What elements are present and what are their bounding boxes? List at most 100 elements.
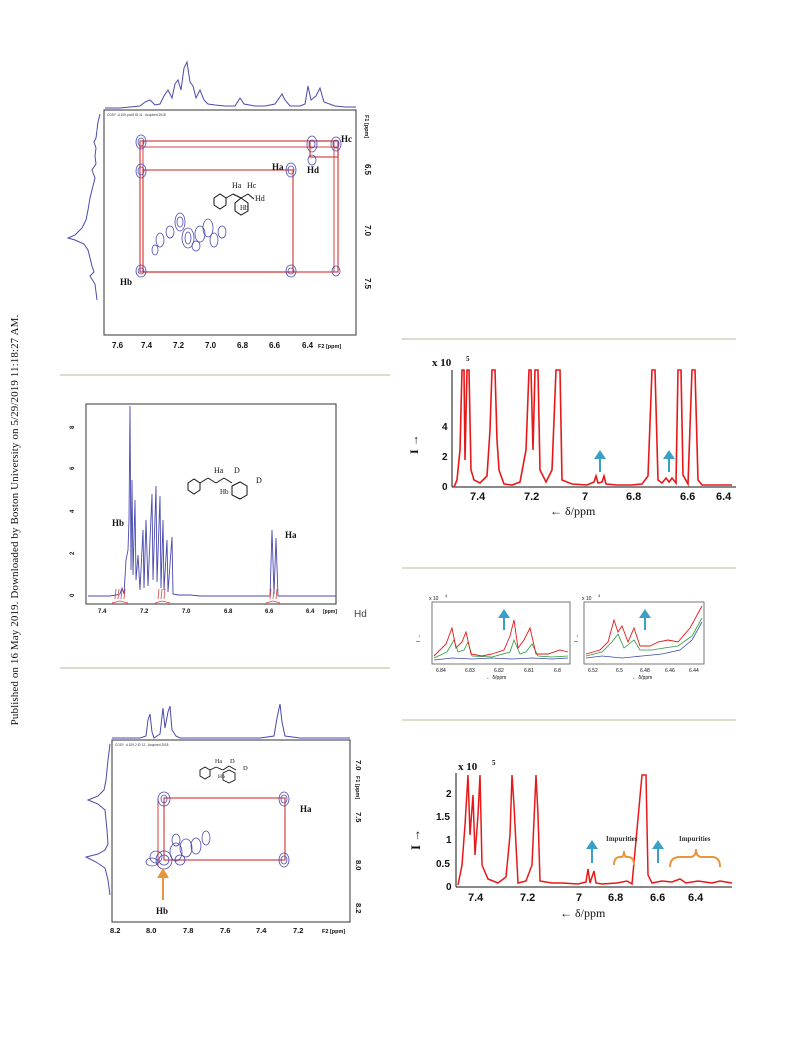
cosy1-mol-hb: Hb (240, 204, 249, 212)
cosy1-y-tick: 6.5 (363, 164, 372, 176)
cosy1-x-tick: 7.4 (141, 341, 153, 350)
cosy2-contours (145, 791, 290, 870)
cosy1-label-hb: Hb (120, 277, 132, 287)
separator-right-2 (402, 567, 736, 569)
spec3-y-tick: 1.5 (436, 812, 450, 823)
cosy1-frame (103, 109, 357, 336)
hnmr-y-tick: 4 (70, 509, 76, 513)
spec2-left-x-tick: 6.8 (554, 668, 561, 674)
cosy1-y-tick: 7.0 (363, 225, 372, 237)
cosy2-x-tick: 7.4 (256, 926, 267, 935)
cosy2-mol-d1: D (230, 758, 235, 765)
hnmr-mol-d2: D (256, 476, 262, 485)
cosy1-label-hc: Hc (341, 134, 352, 144)
cosy2-x-tick: 8.2 (110, 926, 120, 935)
cosy1-x-tick: 7.2 (173, 341, 185, 350)
spec2-right-x-axis: 6.52 6.5 6.48 6.46 6.44 (588, 668, 699, 674)
spec3-x-tick: 7.4 (468, 892, 484, 904)
spec2-right-frame (583, 601, 705, 665)
spec2-right-multiplier: x 10 (582, 596, 592, 602)
spec3-x-tick: 6.6 (650, 892, 665, 904)
spec3-y-tick: 1 (446, 835, 452, 846)
spec1-x-axis: 7.4 7.2 7 6.8 6.6 6.4 (470, 491, 732, 503)
cosy2-header: COSY .d-109-2 ID 12 - Acquired 2018 (115, 743, 169, 747)
spec3-brace-2 (669, 848, 721, 868)
hnmr-integration (111, 588, 281, 604)
cosy2-y-tick: 7.0 (354, 760, 363, 770)
cosy1-molecule (213, 193, 255, 216)
cosy1-y-tick: 7.5 (363, 278, 372, 290)
cosy2-x-tick: 7.8 (183, 926, 193, 935)
spec2-right-y-label: I → (574, 634, 580, 642)
cosy2-frame (111, 739, 351, 923)
spec3-impurities-2: Impurities (679, 835, 711, 843)
cosy1-mol-hd: Hd (255, 194, 265, 203)
cosy2-left-projection (84, 743, 111, 896)
cosy1-label-hd: Hd (307, 165, 319, 175)
cosy-spectrum-2: COSY .d-109-2 ID 12 - Acquired 2018 Ha D… (84, 703, 363, 935)
cosy2-label-ha: Ha (300, 804, 312, 814)
cosy1-header: COSY .d-109-prot2 ID 11 - Acquired 2018 (107, 113, 166, 117)
cosy2-x-axis: 8.2 8.0 7.8 7.6 7.4 7.2 F2 [ppm] (110, 926, 345, 935)
spec2-left-trace-green (433, 638, 569, 659)
cosy2-y-axis: 7.0 7.5 8.0 8.2 F1 [ppm] (354, 760, 363, 913)
cosy1-x-axis: 7.6 7.4 7.2 7.0 6.8 6.6 6.4 F2 [ppm] (112, 341, 341, 350)
cosy2-box (163, 797, 286, 861)
separator-right-1 (402, 338, 736, 340)
spec2-right-exponent: 4 (598, 593, 601, 598)
hnmr-molecule (187, 477, 248, 500)
spec1-exponent: 5 (466, 355, 470, 363)
cosy2-top-projection (112, 703, 350, 739)
spec3-arrow-2 (652, 840, 664, 863)
spec2-right-trace-red (585, 605, 703, 655)
spec2-left-exponent: 4 (445, 593, 448, 598)
spec1-y-label: I → (407, 434, 421, 454)
cosy2-y-tick: 7.5 (354, 812, 363, 822)
spec1-y-tick: 0 (442, 482, 448, 493)
hnmr-trace (88, 405, 336, 597)
hnmr-x-tick: 6.4 (306, 609, 315, 615)
spec1-y-axis: 0 2 4 (442, 422, 448, 493)
cosy1-x-tick: 7.0 (205, 341, 217, 350)
spec2-right-x-label: ← δ/ppm (632, 675, 652, 681)
cosy1-contours (135, 134, 342, 278)
spec2-right-x-tick: 6.46 (665, 668, 675, 674)
red-spectrum-zoom: x 10 4 I → 6.84 6.83 6.82 6.81 6.8 ← δ/p… (416, 593, 705, 681)
spec1-x-tick: 6.6 (680, 491, 695, 503)
hnmr-label-ha: Ha (285, 530, 297, 540)
spec2-left-trace-blue (433, 657, 569, 661)
cosy1-left-projection (66, 113, 101, 301)
cosy1-label-ha: Ha (272, 162, 284, 172)
spec2-right-trace-green (585, 617, 703, 657)
download-stamp-text: Published on 16 May 2019. Downloaded by … (9, 314, 21, 725)
spec2-left-frame (431, 601, 571, 665)
spec1-arrow-1 (594, 450, 606, 472)
cosy2-x-tick: 7.2 (293, 926, 303, 935)
spec3-impurities-1: Impurities (606, 835, 638, 843)
separator-left-1 (60, 374, 390, 376)
hnmr-mol-hb: Hb (220, 488, 229, 496)
hnmr-label-hb: Hb (112, 518, 124, 528)
spec2-left-x-tick: 6.83 (465, 668, 475, 674)
spec3-x-tick: 7.2 (520, 892, 535, 904)
spec1-trace (453, 369, 732, 488)
spec3-x-tick: 6.4 (688, 892, 704, 904)
cosy2-y-tick: 8.0 (354, 860, 363, 870)
spec2-right-x-tick: 6.44 (689, 668, 699, 674)
hnmr-x-tick: 6.8 (224, 609, 233, 615)
spec1-x-tick: 7.4 (470, 491, 486, 503)
separator-right-3 (402, 719, 736, 721)
spec3-trace (457, 774, 733, 886)
hnmr-x-tick: 6.6 (265, 609, 274, 615)
red-spectrum-1: x 10 5 I → 0 2 4 7.4 7.2 7 6.8 6.6 6.4 ←… (407, 355, 736, 518)
cosy2-label-hb: Hb (156, 906, 168, 916)
spec3-x-label: ← δ/ppm (560, 906, 606, 920)
spec1-y-tick: 4 (442, 422, 448, 433)
h-nmr-spectrum: 0 2 4 6 8 Ha D D Hb Hb Ha 7.4 7.2 7.0 6.… (70, 403, 367, 620)
separator-left-2 (60, 667, 390, 669)
spec2-left-x-label: ← δ/ppm (486, 675, 506, 681)
spec1-y-tick: 2 (442, 452, 448, 463)
download-stamp: Published on 16 May 2019. Downloaded by … (2, 0, 28, 1039)
hnmr-x-tick: 7.4 (98, 609, 107, 615)
cosy2-x-unit: F2 [ppm] (322, 929, 345, 935)
